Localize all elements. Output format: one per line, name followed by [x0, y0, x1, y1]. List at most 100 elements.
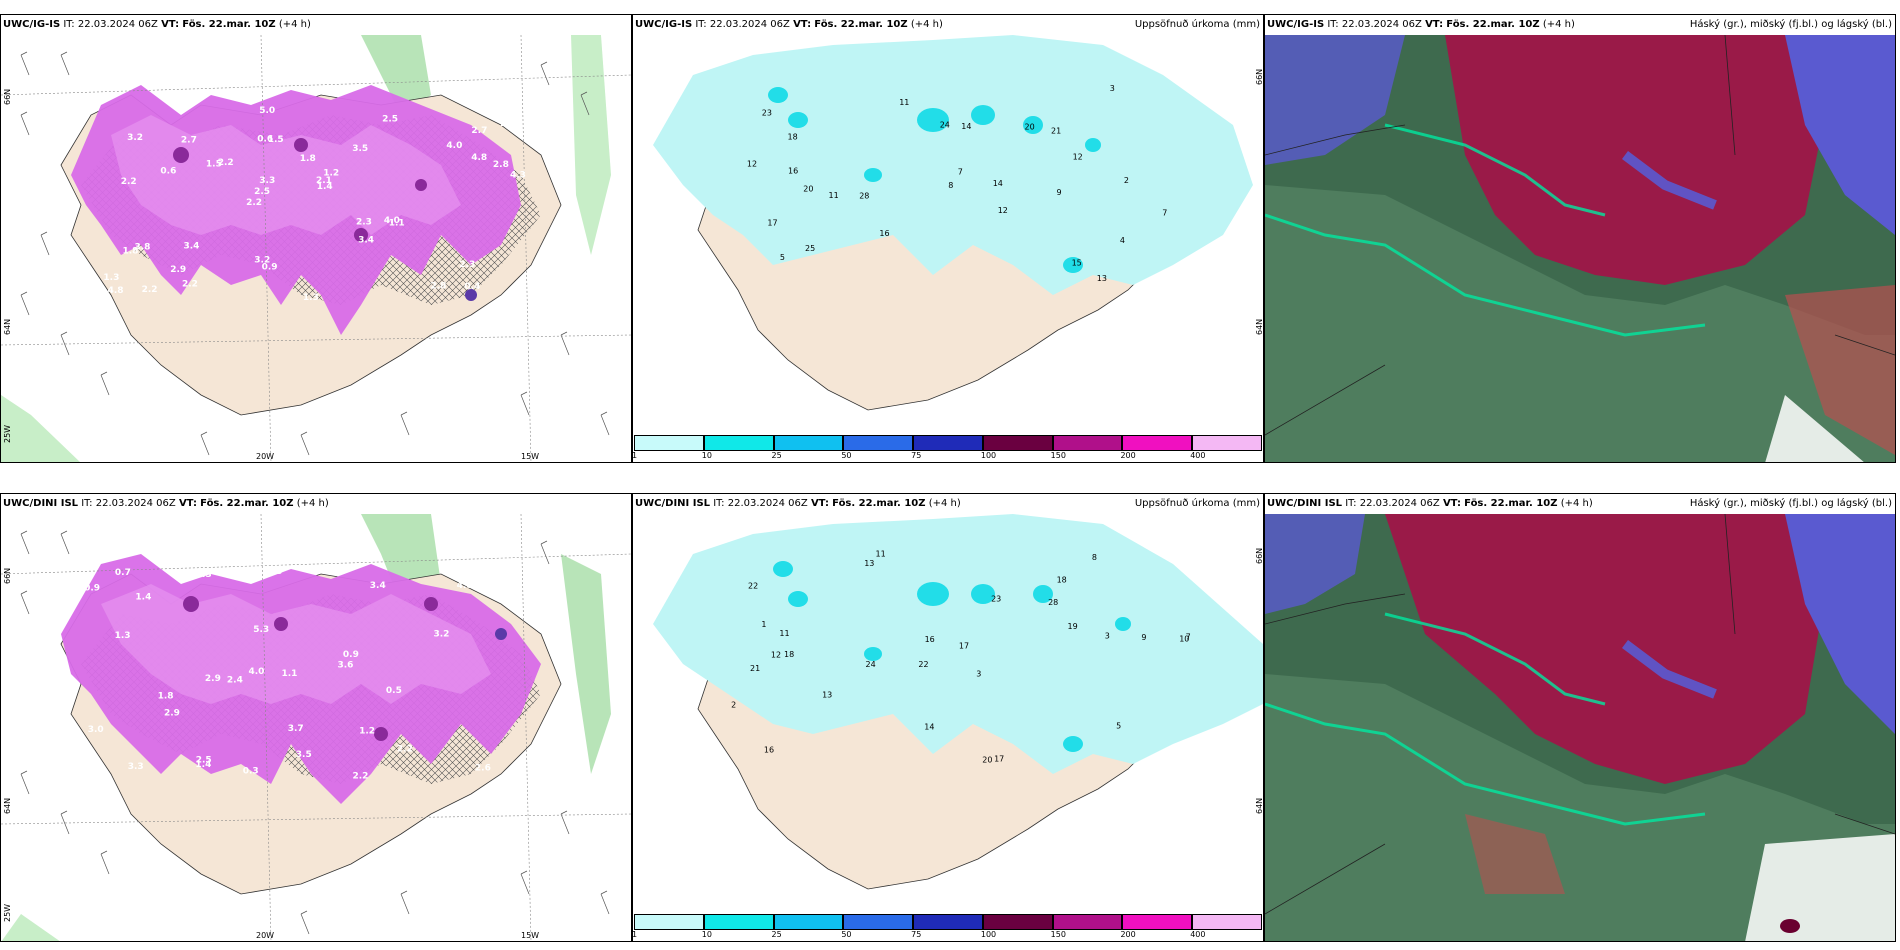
colorbar-tick-label: 10: [701, 930, 712, 939]
map-value-label: 14: [924, 723, 934, 732]
map-area: 0.3 2.2 2.5 2.2 3.3 1.4 2.9 2.6 4.3 5.3 4.8 3.5 4.0 3…: [1, 513, 631, 941]
map-value-label: 2.2: [142, 285, 158, 295]
map-value-label: 8: [1092, 553, 1097, 562]
map-value-label: 9: [1057, 188, 1062, 197]
map-value-label: 2.3: [356, 217, 372, 227]
map-value-label: 21: [1051, 127, 1061, 136]
map-value-label: 1.3: [115, 631, 131, 641]
map-value-label: 3.3: [128, 762, 144, 772]
map-value-label: 0.7: [115, 568, 131, 578]
colorbar: 1 10 25 50 75 100 150 200 400: [633, 435, 1262, 461]
lat-label: 64N: [1255, 797, 1264, 814]
colorbar-swatch: [703, 914, 774, 930]
precip-area: [653, 35, 1253, 295]
colorbar-tick-label: 50: [841, 451, 852, 460]
map-value-label: 12: [1073, 152, 1083, 161]
colorbar-tick-label: 75: [911, 451, 922, 460]
colorbar-swatch: [1192, 435, 1262, 451]
map-value-label: 11: [829, 191, 839, 200]
map-value-label: 23: [762, 108, 772, 117]
map-value-label: 17: [994, 755, 1004, 764]
map-value-label: 11: [876, 550, 886, 559]
lat-label: 66N: [3, 567, 12, 584]
map-value-label: 22: [748, 582, 758, 591]
map-value-label: 2.2: [353, 772, 369, 782]
colorbar-swatch: [1192, 914, 1262, 930]
map-value-label: 11: [779, 629, 789, 638]
map-value-label: 3: [976, 669, 981, 678]
map-value-label: 3.3: [196, 570, 212, 580]
map-value-label: 1.4: [135, 592, 151, 602]
map-value-label: 0.3: [243, 767, 259, 777]
panel-header: UWC/IG-IS IT: 22.03.2024 06Z VT: Fös. 22…: [1265, 15, 1895, 35]
map-value-label: 16: [879, 229, 889, 238]
colorbar-swatch: [1052, 914, 1123, 930]
map-value-label: 2.8: [431, 282, 447, 292]
precip-area: [653, 514, 1263, 774]
panel-header: UWC/DINI ISL IT: 22.03.2024 06Z VT: Fös.…: [633, 494, 1263, 514]
map-value-label: 22: [918, 660, 928, 669]
field-title: Uppsöfnuð úrkoma (mm): [1134, 498, 1260, 509]
map-value-label: 12: [998, 206, 1008, 215]
map-value-label: 28: [859, 192, 869, 201]
colorbar-swatch: [634, 435, 704, 451]
map-value-label: 1.8: [158, 692, 174, 702]
map-value-label: 5: [780, 253, 785, 262]
map-value-label: 3.7: [288, 724, 304, 734]
map-value-label: 1.4: [317, 182, 333, 192]
map-value-label: 1.2: [359, 727, 375, 737]
map-value-label: 2.2: [182, 279, 198, 289]
snow-map: 0.42.22.72.23.52.20.61.83.82.21.32.91.51…: [1, 34, 631, 462]
map-value-label: 1.3: [303, 293, 319, 303]
map-value-label: 0.9: [84, 583, 100, 593]
map-value-label: 4.3: [510, 171, 526, 181]
field-title: Háský (gr.), miðský (fj.bl.) og lágský (…: [1689, 498, 1892, 509]
lon-label: 25W: [3, 424, 12, 443]
map-value-label: 11: [899, 98, 909, 107]
map-value-label: 17: [767, 219, 777, 228]
map-value-label: 2.3: [459, 260, 475, 270]
map-value-label: 12: [771, 650, 781, 659]
lon-label: 20W: [256, 452, 275, 461]
map-value-label: 2.5: [382, 114, 398, 124]
map-value-label: 16: [925, 635, 935, 644]
colorbar-tick-label: 25: [771, 451, 782, 460]
map-value-label: 3.2: [127, 133, 143, 143]
panel-bottom-left-snow-wind: UWC/DINI ISL IT: 22.03.2024 06Z VT: Fös.…: [0, 493, 632, 942]
map-value-label: 2.9: [164, 709, 180, 719]
snow-value-labels: 0.42.22.72.23.52.20.61.83.82.21.32.91.51…: [103, 106, 526, 303]
map-value-label: 3.5: [352, 144, 368, 154]
map-value-label: 2: [731, 700, 736, 709]
map-area: [1265, 34, 1895, 462]
panel-bottom-middle-precip: UWC/DINI ISL IT: 22.03.2024 06Z VT: Fös.…: [632, 493, 1264, 942]
map-value-label: 2.9: [205, 674, 221, 684]
map-value-label: 0.4: [464, 282, 480, 292]
map-value-label: 21: [750, 664, 760, 673]
map-value-label: 3.0: [88, 725, 104, 735]
lon-label: 15W: [521, 452, 540, 461]
map-value-label: 14: [993, 179, 1003, 188]
map-area: 11 18 10 22 3 18 22 28 21 23 17 16 13 24 20 17 14 8 19 13 11…: [633, 514, 1263, 941]
colorbar-tick-label: 200: [1120, 930, 1136, 939]
map-value-label: 4.0: [446, 141, 462, 151]
colorbar-tick-label: 75: [911, 930, 922, 939]
map-area: 0.4 2.2 2.7 2.2 3.5 2.2 0.6 1.8 3.8 2.2 1.3 2.9 1.5 1…: [1, 34, 631, 462]
field-title: Uppsöfnuð úrkoma (mm): [1134, 19, 1260, 30]
map-value-label: 3.3: [259, 176, 275, 186]
map-value-label: 4.0: [384, 216, 400, 226]
map-value-label: 1: [761, 620, 766, 629]
map-value-label: 1.5: [206, 160, 222, 170]
map-value-label: 12: [747, 160, 757, 169]
map-value-label: 4.8: [457, 581, 473, 591]
map-value-label: 13: [864, 559, 874, 568]
map-value-label: 25: [805, 244, 815, 253]
colorbar: 1 10 25 50 75 100 150 200 400: [633, 914, 1262, 940]
colorbar-tick-label: 400: [1190, 451, 1206, 460]
colorbar-swatch: [1052, 435, 1123, 451]
lon-label: 20W: [256, 931, 275, 940]
map-area: [1265, 513, 1895, 941]
map-value-label: 5.0: [259, 106, 275, 116]
map-value-label: 2.9: [170, 265, 186, 275]
map-value-label: 0.5: [386, 686, 402, 696]
